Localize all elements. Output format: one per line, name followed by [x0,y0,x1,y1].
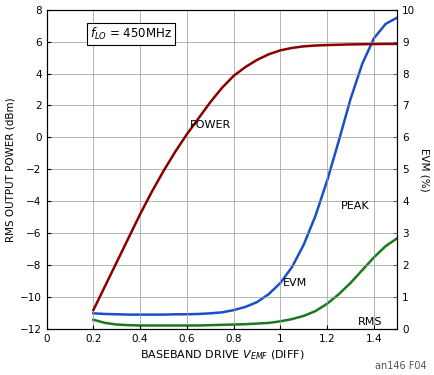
Y-axis label: RMS OUTPUT POWER (dBm): RMS OUTPUT POWER (dBm) [6,97,16,242]
Text: EVM: EVM [282,278,306,288]
Y-axis label: EVM (%): EVM (%) [418,148,428,191]
Text: POWER: POWER [190,120,231,130]
Text: an146 F04: an146 F04 [374,361,425,371]
X-axis label: BASEBAND DRIVE $V_{EMF}$ (DIFF): BASEBAND DRIVE $V_{EMF}$ (DIFF) [139,348,303,362]
Text: $f_{LO}$ = 450MHz: $f_{LO}$ = 450MHz [90,26,171,42]
Text: RMS: RMS [357,317,381,327]
Text: PEAK: PEAK [340,201,369,211]
